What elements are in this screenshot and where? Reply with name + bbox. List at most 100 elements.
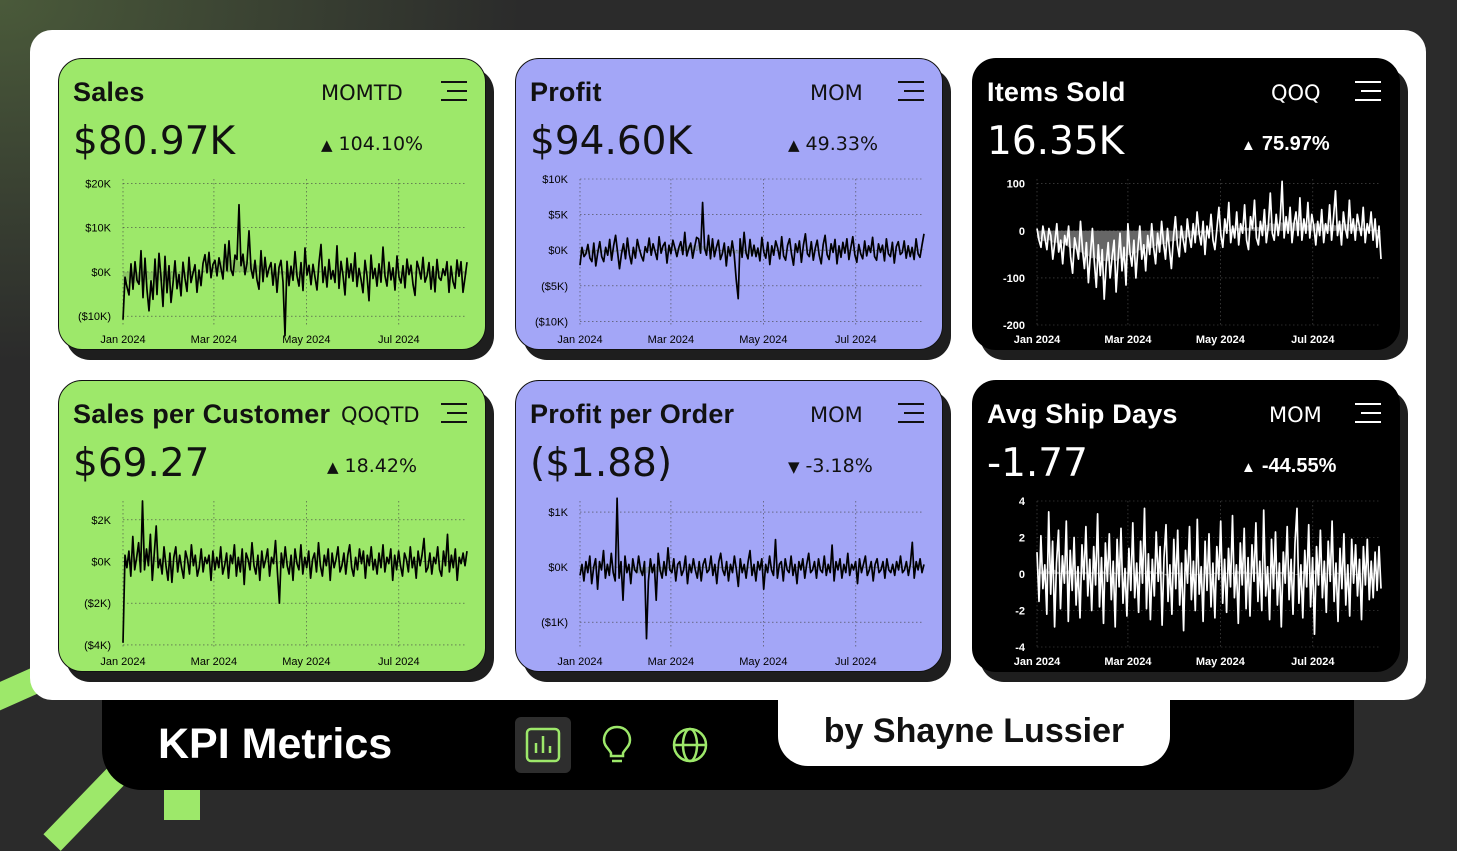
- menu-icon[interactable]: [441, 403, 467, 425]
- kpi-value: $69.27: [73, 441, 210, 486]
- x-tick-label: Jul 2024: [378, 656, 420, 668]
- y-tick-label: $10K: [85, 223, 111, 235]
- triangle-up-icon: ▲: [1241, 459, 1256, 476]
- y-tick-label: $10K: [542, 174, 568, 186]
- card-title: Avg Ship Days: [987, 399, 1178, 429]
- x-tick-label: Jan 2024: [1014, 656, 1061, 668]
- dashboard-title: KPI Metrics: [158, 720, 393, 768]
- y-tick-label: 0: [1019, 569, 1025, 581]
- triangle-up-icon: ▲: [321, 136, 333, 154]
- x-tick-label: Mar 2024: [191, 656, 237, 668]
- y-tick-label: 0: [1019, 226, 1025, 238]
- kpi-value: $94.60K: [530, 119, 693, 164]
- x-tick-label: May 2024: [1196, 656, 1246, 668]
- sparkline-chart: $1K $0K ($1K) Jan 2024 Mar 2024 May 2024 Jul 2…: [541, 497, 925, 668]
- footer-bar: KPI Metrics by Shayne Lussier: [102, 700, 1354, 790]
- x-tick-label: Jan 2024: [100, 656, 145, 668]
- triangle-down-icon: ▼: [788, 458, 800, 476]
- y-tick-label: -200: [1003, 320, 1025, 332]
- card-title: Items Sold: [987, 77, 1126, 107]
- change-value: -44.55%: [1261, 455, 1337, 477]
- x-tick-label: Mar 2024: [648, 656, 694, 668]
- globe-icon: [672, 727, 708, 763]
- menu-icon[interactable]: [898, 81, 924, 103]
- y-tick-label: $0K: [91, 267, 111, 279]
- x-tick-label: Jul 2024: [1291, 656, 1335, 668]
- nav-button-charts[interactable]: [515, 717, 571, 773]
- x-tick-label: May 2024: [1196, 334, 1246, 346]
- kpi-card-items-sold: Items Sold QOQ 16.35K ▲ 75.97% 100 0 -100 -2…: [972, 58, 1400, 350]
- kpi-value: $80.97K: [73, 119, 236, 164]
- series-line: [1036, 507, 1382, 636]
- period-label: MOM: [810, 81, 863, 105]
- change-indicator: ▲ 49.33%: [788, 133, 878, 155]
- x-tick-label: Mar 2024: [1104, 656, 1152, 668]
- author-tab: by Shayne Lussier: [778, 700, 1170, 766]
- menu-icon[interactable]: [898, 403, 924, 425]
- kpi-card-avg-ship-days: Avg Ship Days MOM -1.77 ▲ -44.55% 4 2 0 -2 -4…: [972, 380, 1400, 672]
- kpi-card-sales: Sales MOMTD $80.97K ▲ 104.10% $20K $10K $0K…: [58, 58, 486, 350]
- kpi-value: 16.35K: [987, 119, 1125, 164]
- x-tick-label: May 2024: [282, 656, 330, 668]
- period-label: QOQTD: [341, 403, 420, 427]
- y-tick-label: 100: [1007, 179, 1025, 191]
- card-title: Profit per Order: [530, 399, 735, 429]
- change-indicator: ▼ -3.18%: [788, 455, 873, 477]
- x-tick-label: Jan 2024: [1014, 334, 1061, 346]
- series-line: [579, 497, 925, 640]
- kpi-value: ($1.88): [530, 441, 673, 486]
- series-line: [1036, 180, 1382, 300]
- trend-area: [1037, 568, 1381, 577]
- change-indicator: ▲ 18.42%: [327, 455, 417, 477]
- triangle-up-icon: ▲: [1241, 137, 1256, 154]
- x-tick-label: Jul 2024: [1291, 334, 1335, 346]
- nav-button-insights[interactable]: [589, 717, 645, 773]
- x-tick-label: Jul 2024: [378, 334, 420, 346]
- y-tick-label: $20K: [85, 178, 111, 190]
- y-tick-label: -2: [1015, 606, 1025, 618]
- series-line: [122, 203, 468, 337]
- sparkline-chart: $20K $10K $0K ($10K) Jan 2024 Mar 2024 May 202…: [78, 178, 468, 346]
- y-tick-label: ($1K): [541, 617, 568, 629]
- change-indicator: ▲ -44.55%: [1241, 455, 1336, 478]
- menu-icon[interactable]: [441, 81, 467, 103]
- nav-button-globe[interactable]: [662, 717, 718, 773]
- x-tick-label: May 2024: [282, 334, 330, 346]
- menu-icon[interactable]: [1355, 403, 1381, 425]
- period-label: QOQ: [1271, 81, 1321, 105]
- y-tick-label: $1K: [548, 507, 568, 519]
- change-value: -3.18%: [805, 455, 873, 477]
- trend-area: [1037, 221, 1381, 262]
- bar-chart-icon: [525, 727, 561, 763]
- sparkline-chart: 100 0 -100 -200 Jan 2024 Mar 2024 May 2024 Jul …: [1003, 179, 1382, 346]
- y-tick-label: -100: [1003, 273, 1025, 285]
- y-tick-label: -4: [1015, 642, 1026, 654]
- triangle-up-icon: ▲: [327, 458, 339, 476]
- kpi-card-profit-per-order: Profit per Order MOM ($1.88) ▼ -3.18% $1K…: [515, 380, 943, 672]
- change-indicator: ▲ 104.10%: [321, 133, 423, 155]
- kpi-card-profit: Profit MOM $94.60K ▲ 49.33% $10K $5K $0K ($5…: [515, 58, 943, 350]
- period-label: MOM: [810, 403, 863, 427]
- y-tick-label: ($10K): [535, 316, 568, 328]
- y-tick-label: $0K: [548, 562, 568, 574]
- x-tick-label: Mar 2024: [191, 334, 237, 346]
- y-tick-label: $2K: [91, 515, 111, 527]
- y-tick-label: $0K: [548, 245, 568, 257]
- kpi-card-sales-per-customer: Sales per Customer QOQTD $69.27 ▲ 18.42% …: [58, 380, 486, 672]
- change-value: 75.97%: [1261, 133, 1330, 155]
- change-value: 104.10%: [338, 133, 424, 155]
- sparkline-chart: 4 2 0 -2 -4 Jan 2024 Mar 2024 May 2024 Jul 2024: [1014, 496, 1382, 668]
- x-tick-label: Mar 2024: [648, 334, 694, 346]
- menu-icon[interactable]: [1355, 81, 1381, 103]
- x-tick-label: Mar 2024: [1104, 334, 1152, 346]
- change-value: 49.33%: [805, 133, 878, 155]
- period-label: MOMTD: [321, 81, 403, 105]
- x-tick-label: Jan 2024: [557, 656, 602, 668]
- change-indicator: ▲ 75.97%: [1241, 133, 1330, 156]
- card-title: Profit: [530, 77, 602, 107]
- x-tick-label: Jan 2024: [100, 334, 145, 346]
- y-tick-label: ($5K): [541, 281, 568, 293]
- series-line: [122, 500, 468, 643]
- decorative-stripe: [164, 790, 200, 820]
- lightbulb-icon: [602, 725, 632, 763]
